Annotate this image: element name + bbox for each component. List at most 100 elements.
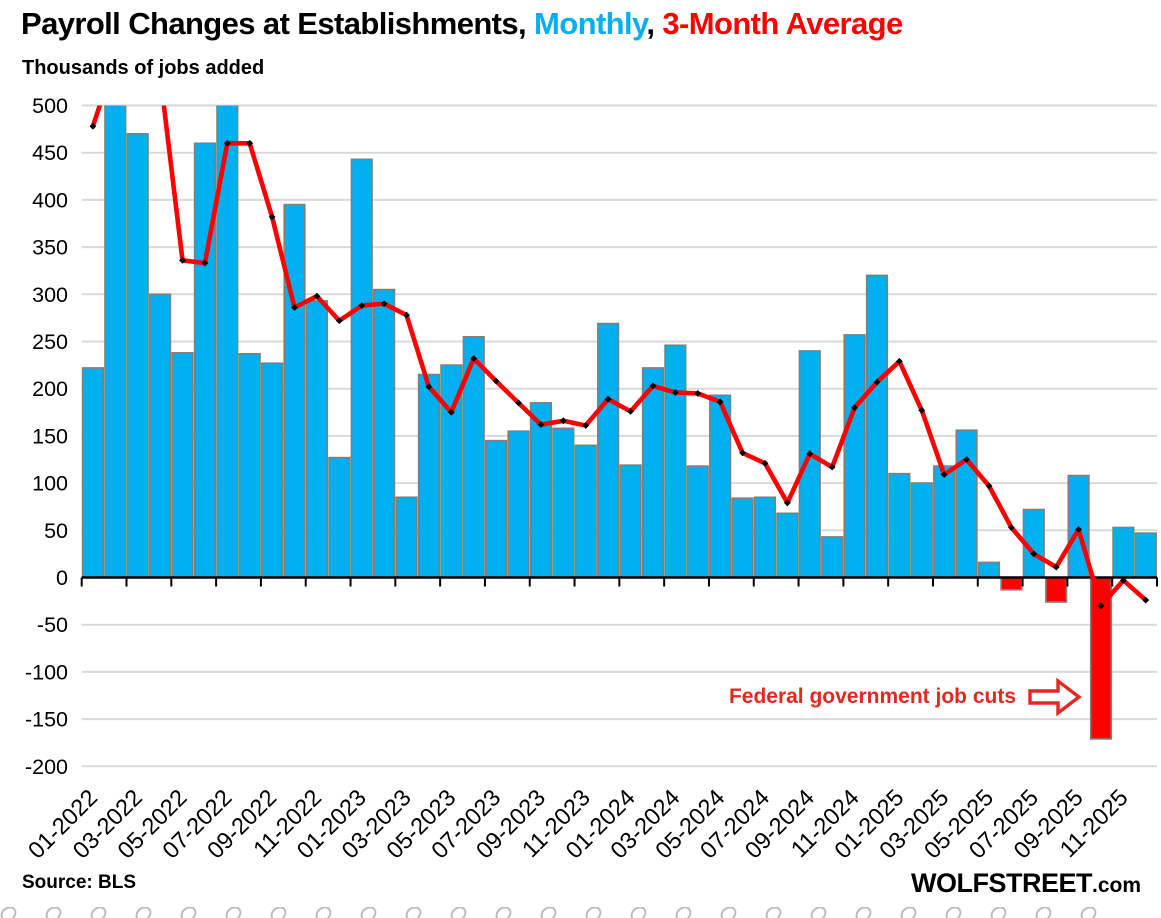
avg-marker — [828, 463, 836, 471]
y-tick-label: 250 — [32, 330, 68, 354]
bar-08-2022 — [238, 352, 261, 579]
avg-marker — [134, 95, 141, 102]
bar-11-2024 — [843, 334, 866, 579]
bar-01-2024 — [619, 464, 642, 579]
avg-marker — [649, 382, 657, 390]
bar-03-2022 — [126, 133, 149, 579]
y-axis-title: Thousands of jobs added — [22, 57, 265, 79]
bar-12-2023 — [597, 322, 620, 579]
avg-marker — [806, 450, 814, 458]
y-tick-label: -200 — [25, 755, 68, 779]
watermark-main: WOLFSTREET — [911, 868, 1092, 898]
avg-marker — [223, 139, 231, 147]
avg-marker — [582, 422, 590, 429]
bar-11-2023 — [574, 444, 597, 579]
avg-marker — [1142, 596, 1150, 604]
avg-marker — [1075, 525, 1082, 533]
bar-12-2024 — [865, 274, 889, 579]
avg-marker — [895, 357, 903, 365]
bar-05-2022 — [171, 352, 194, 579]
y-tick-label: 200 — [32, 377, 68, 401]
bar-09-2022 — [261, 362, 284, 579]
x-axis — [80, 576, 1158, 587]
bar-03-2023 — [395, 496, 418, 579]
bar-02-2022 — [104, 105, 127, 579]
bar-12-2025 — [1134, 532, 1157, 579]
y-tick-label: 150 — [32, 424, 68, 448]
avg-marker — [1052, 563, 1060, 571]
chart-title-main: Payroll Changes at Establishments, — [21, 6, 527, 41]
x-axis-labels: 01-202203-202205-202207-202209-202211-20… — [23, 784, 1133, 863]
y-tick-label: 50 — [44, 519, 68, 543]
bar-04-2022 — [149, 293, 172, 579]
avg-marker — [380, 300, 388, 308]
bar-08-2023 — [507, 430, 530, 579]
avg-marker — [179, 256, 186, 264]
avg-marker — [739, 449, 746, 457]
bar-11-2025 — [1112, 526, 1135, 579]
y-tick-label: -50 — [37, 613, 68, 637]
avg-marker — [515, 399, 522, 407]
avg-marker — [470, 355, 478, 362]
bar-04-2024 — [686, 465, 709, 579]
watermark: WOLFSTREET .com — [911, 868, 1141, 899]
watermark-suffix: .com — [1091, 874, 1141, 897]
avg-marker — [761, 459, 769, 467]
bar-06-2025 — [1000, 576, 1023, 591]
bar-02-2023 — [373, 288, 396, 579]
avg-marker — [537, 421, 545, 428]
avg-marker — [335, 317, 343, 325]
bar-01-2025 — [888, 472, 911, 579]
chart-title-average: 3-Month Average — [654, 6, 903, 41]
bar-01-2022 — [81, 367, 105, 579]
avg-marker — [604, 395, 612, 403]
y-tick-label: 450 — [32, 141, 68, 165]
bar-09-2023 — [529, 402, 553, 579]
gridlines — [81, 104, 1157, 768]
bar-10-2024 — [821, 536, 844, 579]
y-tick-label: 0 — [56, 566, 68, 590]
avg-marker — [873, 378, 881, 386]
bar-01-2023 — [350, 158, 373, 579]
y-tick-label: -100 — [25, 660, 68, 684]
avg-marker — [918, 407, 926, 414]
bar-08-2024 — [776, 512, 799, 579]
avg-marker — [1030, 550, 1038, 558]
avg-marker — [246, 139, 254, 147]
y-tick-label: 300 — [32, 283, 68, 307]
y-tick-label: 100 — [32, 472, 68, 496]
bar-04-2023 — [417, 373, 441, 579]
avg-marker — [157, 71, 164, 78]
avg-marker — [940, 471, 948, 479]
avg-marker — [694, 390, 702, 397]
avg-marker — [425, 383, 433, 391]
bar-07-2023 — [485, 439, 508, 579]
monthly-bars — [81, 105, 1157, 740]
cutoff-next-chart-label-tops — [0, 907, 1161, 918]
avg-marker — [1097, 602, 1105, 610]
avg-marker — [559, 417, 567, 425]
avg-marker — [963, 456, 970, 463]
bar-03-2025 — [933, 465, 956, 579]
y-tick-label: -150 — [25, 708, 68, 732]
avg-marker — [447, 408, 455, 416]
y-tick-label: 400 — [32, 188, 68, 212]
source-note: Source: BLS — [22, 872, 137, 893]
avg-marker — [403, 311, 410, 319]
bar-10-2022 — [283, 203, 306, 579]
y-tick-label: 500 — [32, 94, 68, 118]
avg-marker — [291, 304, 298, 311]
chart-title-monthly: Monthly — [526, 6, 647, 41]
bar-12-2022 — [328, 456, 351, 579]
bar-06-2022 — [193, 142, 217, 579]
bar-08-2025 — [1045, 576, 1068, 603]
avg-marker — [851, 404, 858, 411]
avg-marker — [716, 398, 724, 406]
avg-marker — [358, 302, 366, 310]
avg-marker — [268, 213, 276, 221]
y-axis-labels: 500450400350300250200150100500-50-100-15… — [25, 94, 68, 779]
avg-marker — [985, 482, 993, 490]
bar-03-2024 — [664, 344, 687, 579]
avg-marker — [1007, 524, 1015, 531]
